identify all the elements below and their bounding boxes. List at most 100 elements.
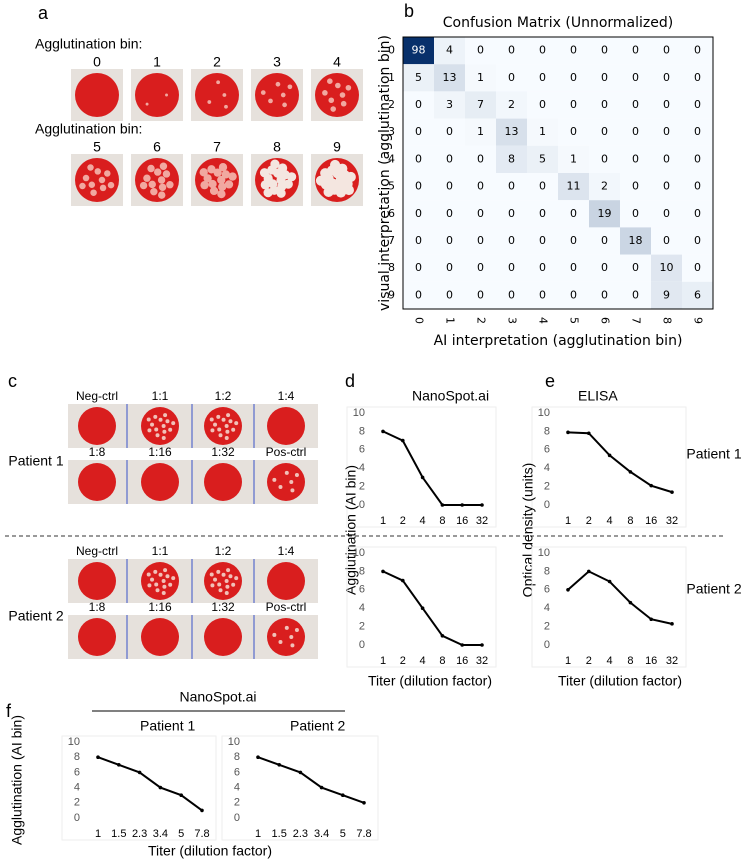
cell-label: 0	[570, 288, 577, 301]
well-spot	[260, 90, 266, 95]
well-spot	[290, 643, 295, 648]
x-tick-label: 9	[692, 317, 705, 324]
cell	[682, 91, 713, 119]
y-tick-label: 3	[388, 125, 395, 138]
well-spot	[289, 480, 294, 484]
cell	[527, 145, 558, 173]
cell	[527, 64, 558, 92]
well-spot	[99, 184, 107, 192]
cell	[527, 37, 558, 65]
point	[649, 617, 653, 622]
well-spot	[166, 181, 174, 189]
well-spot	[153, 168, 162, 176]
well-image	[135, 158, 179, 202]
y-tick-label: 8	[359, 425, 365, 437]
well-spot	[82, 174, 90, 182]
bin-label: 5	[93, 139, 101, 155]
well-spot	[209, 186, 219, 196]
cell-label: 0	[446, 288, 453, 301]
well-spot	[207, 100, 212, 104]
point	[460, 643, 465, 647]
cell	[682, 254, 713, 282]
point	[566, 430, 570, 435]
well-image	[204, 463, 242, 501]
x-tick-label: 1	[380, 515, 386, 527]
cell-label: 0	[570, 125, 577, 138]
well-spot	[225, 429, 230, 434]
well-label: 1:32	[211, 445, 235, 459]
well-spot	[98, 176, 106, 184]
cell-label: 0	[632, 180, 639, 193]
cell-label: 0	[446, 180, 453, 193]
cell-label: 2	[508, 98, 515, 111]
cell-label: 19	[598, 207, 612, 220]
well-spot	[287, 84, 293, 90]
chart-title: ELISA	[578, 388, 618, 404]
cell-label: 0	[508, 71, 515, 84]
cell	[527, 227, 558, 255]
x-tick-label: 16	[645, 515, 657, 527]
patient-label: Patient 2	[8, 608, 63, 624]
cell	[403, 145, 434, 173]
x-tick-label: 1	[255, 828, 261, 840]
cell	[465, 227, 496, 255]
well-spot	[209, 572, 214, 577]
cell-label: 1	[539, 125, 546, 138]
well-spot	[222, 93, 227, 97]
well-label: Neg-ctrl	[76, 389, 118, 403]
well-spot	[158, 183, 167, 191]
cell-label: 5	[539, 152, 546, 165]
cell-label: 0	[508, 207, 515, 220]
cell-label: 10	[660, 261, 674, 274]
cell-label: 0	[663, 44, 670, 57]
x-tick-label: 8	[627, 515, 633, 527]
well-spot	[153, 569, 158, 574]
cell	[558, 91, 589, 119]
cell	[620, 37, 651, 65]
well-spot	[213, 577, 218, 582]
cell-label: 0	[694, 207, 701, 220]
heatmap: Confusion Matrix (Unnormalized)98 4 0 0 0 0 0 0…	[377, 15, 714, 349]
well-label: 1:1	[152, 544, 169, 558]
cell-label: 3	[446, 98, 453, 111]
y-tick-label: 0	[74, 812, 80, 824]
well-spot	[276, 188, 286, 198]
point	[587, 431, 591, 436]
bin-label: 2	[213, 54, 221, 70]
cell-label: 98	[412, 44, 426, 57]
cell-label: 0	[415, 180, 422, 193]
well-spot	[159, 162, 168, 170]
well-spot	[158, 417, 163, 422]
well-spot	[224, 104, 228, 109]
well-spot	[161, 590, 166, 595]
cell	[682, 227, 713, 255]
well-spot	[278, 163, 288, 173]
y-tick-label: 0	[359, 639, 365, 651]
cell-label: 0	[663, 234, 670, 247]
cell	[558, 173, 589, 201]
y-tick-label: 6	[234, 766, 240, 778]
cell-label: 0	[601, 288, 608, 301]
cell	[589, 91, 620, 119]
cell-label: 0	[539, 234, 546, 247]
cell	[403, 227, 434, 255]
x-tick-label: 1	[565, 515, 571, 527]
well-spot	[168, 582, 173, 587]
cell	[589, 227, 620, 255]
cell-label: 0	[446, 207, 453, 220]
y-tick-label: 2	[359, 481, 365, 493]
well-spot	[280, 92, 286, 98]
well-image	[141, 562, 179, 600]
x-tick-label: 5	[340, 828, 346, 840]
y-tick-label: 6	[388, 207, 395, 220]
well-label: 1:2	[215, 389, 232, 403]
x-tick-label: 4	[607, 655, 613, 667]
cell	[434, 37, 465, 65]
cell	[403, 64, 434, 92]
well-spot	[218, 433, 223, 438]
plot-frame	[221, 735, 379, 841]
point	[460, 503, 465, 507]
cell-label: 0	[477, 234, 484, 247]
x-tick-label: 6	[599, 317, 612, 324]
